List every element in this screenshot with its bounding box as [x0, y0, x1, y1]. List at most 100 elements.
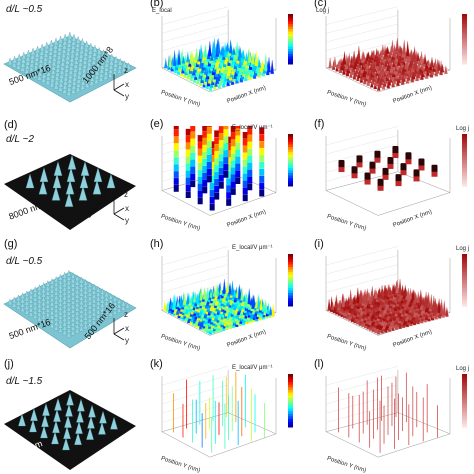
cone	[62, 77, 68, 86]
surface-peak	[251, 52, 255, 65]
cone	[48, 39, 54, 48]
cone	[85, 71, 91, 80]
surface-peak	[416, 291, 420, 303]
surface-peak	[437, 59, 441, 71]
surface-peak	[173, 294, 177, 308]
cone	[94, 67, 100, 76]
colorbar-segment	[288, 175, 293, 179]
cone	[87, 415, 95, 429]
field-column-segment	[259, 175, 265, 183]
field-column-segment	[209, 189, 215, 197]
colorbar-segment	[288, 282, 293, 286]
cone	[81, 69, 87, 78]
cone	[58, 300, 63, 307]
surface-peak	[416, 52, 420, 62]
cone	[49, 295, 55, 303]
cone	[24, 66, 30, 74]
axis-z-label: z	[124, 190, 128, 199]
cone	[58, 317, 63, 325]
cone	[58, 308, 63, 316]
surface-peak	[164, 58, 168, 69]
cone	[74, 48, 80, 57]
cone	[50, 71, 56, 79]
surface-peak	[342, 51, 347, 65]
field-column-segment	[235, 126, 241, 129]
field-column-segment	[202, 186, 208, 194]
cone	[74, 432, 82, 445]
colorbar-segment	[462, 167, 467, 171]
cone	[62, 311, 67, 318]
field-column-segment	[218, 161, 224, 168]
field-column-segment	[173, 143, 179, 151]
field-column-segment	[218, 126, 224, 134]
grid-line	[325, 264, 398, 284]
field-column-segment	[202, 151, 208, 159]
panel-label: (k)	[150, 358, 163, 370]
cone	[74, 326, 80, 334]
cone	[85, 67, 91, 76]
surface-peak	[376, 49, 380, 57]
cone	[75, 84, 81, 92]
cone	[100, 301, 105, 308]
colorbar-segment	[462, 149, 467, 153]
surface-peak	[421, 297, 426, 306]
colorbar-segment	[288, 56, 293, 60]
cone	[90, 69, 96, 78]
cone	[70, 280, 76, 288]
cone	[20, 296, 25, 304]
cone	[67, 31, 73, 40]
cone	[106, 173, 116, 189]
surface-peak	[359, 290, 364, 303]
colorbar-segment	[462, 41, 467, 45]
cone	[93, 76, 99, 84]
cone	[58, 326, 63, 333]
cone	[62, 289, 67, 296]
field-column-segment	[214, 151, 220, 158]
colorbar-segment	[462, 160, 467, 164]
field-column-segment	[190, 145, 196, 153]
axis-frame-line	[161, 310, 210, 336]
colorbar-segment	[288, 46, 293, 50]
surface-peak	[341, 294, 346, 307]
field-column-segment	[214, 158, 220, 165]
cone	[54, 73, 60, 81]
cone	[51, 185, 61, 201]
colorbar-segment	[462, 293, 467, 297]
axis-frame-line	[325, 412, 398, 432]
cone	[83, 318, 88, 325]
cone	[109, 53, 115, 62]
cone	[74, 309, 80, 316]
cone	[66, 287, 72, 294]
cone	[78, 50, 84, 59]
cone	[53, 306, 59, 314]
colorbar-segment	[288, 34, 293, 37]
cone	[71, 37, 77, 46]
cone	[60, 58, 66, 67]
field-column-segment	[242, 145, 248, 153]
axis-y-label: y	[125, 336, 129, 345]
cone	[30, 47, 36, 56]
cone	[53, 319, 59, 327]
cone	[86, 427, 94, 440]
surface-peak	[177, 49, 181, 65]
cone	[70, 289, 76, 297]
cone	[95, 294, 101, 302]
colorbar-segment	[288, 180, 293, 184]
efield-3d-plot	[161, 6, 293, 93]
cone	[63, 73, 69, 82]
cone	[91, 287, 97, 295]
cone	[41, 299, 46, 307]
colorbar-segment	[462, 379, 467, 383]
field-column-segment	[259, 189, 265, 197]
colorbar-segment	[462, 44, 467, 47]
cone	[104, 59, 110, 68]
cone	[91, 305, 97, 312]
axis-frame-line	[378, 433, 451, 458]
current-peak-base	[369, 168, 376, 174]
field-column-segment	[223, 164, 229, 171]
colorbar-segment	[462, 419, 467, 423]
surface-peak	[409, 49, 413, 58]
cone	[69, 58, 75, 67]
grid-line	[325, 144, 398, 164]
cone	[75, 80, 81, 88]
